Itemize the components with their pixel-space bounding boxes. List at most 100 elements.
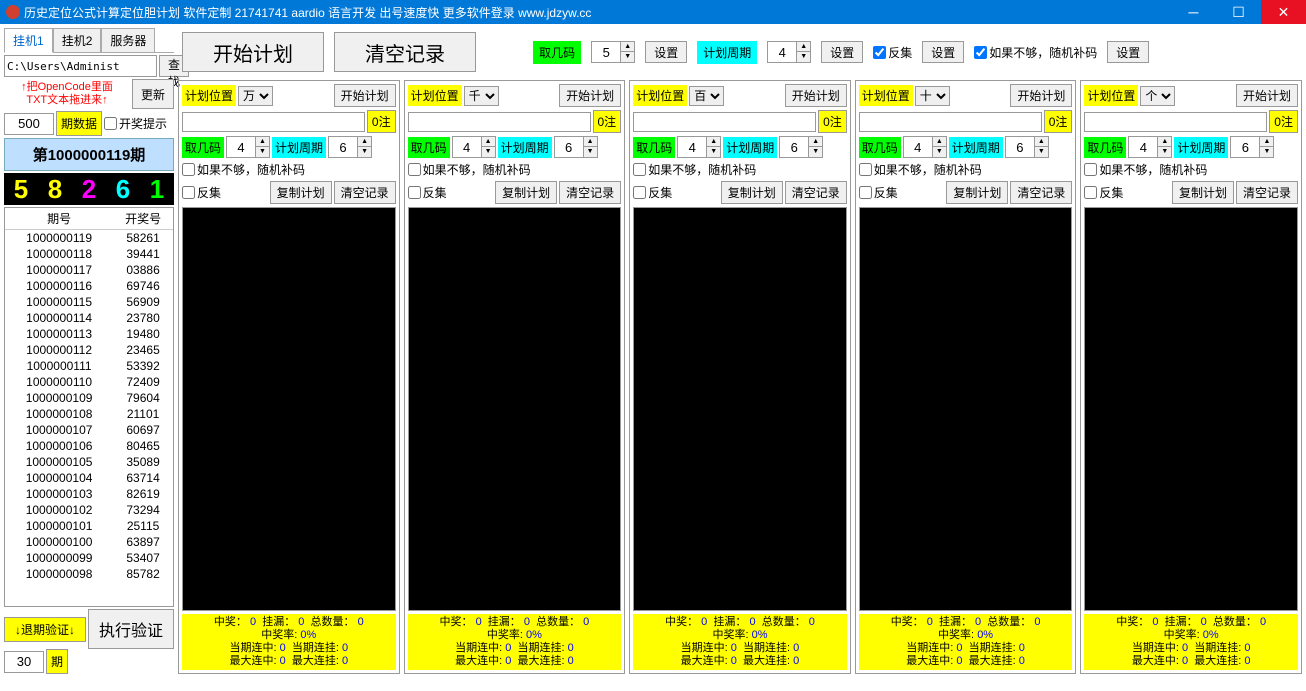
back-period-unit: 期 — [46, 649, 68, 674]
history-table[interactable]: 期号开奖号10000001195826110000001183944110000… — [4, 207, 174, 607]
table-row[interactable]: 100000010979604 — [5, 390, 173, 406]
copy-plan-button[interactable]: 复制计划 — [1172, 181, 1234, 204]
pos-select[interactable]: 个 — [1140, 86, 1175, 106]
table-row[interactable]: 100000010463714 — [5, 470, 173, 486]
col-inverse-checkbox[interactable]: 反集 — [182, 184, 221, 201]
exec-verify-button[interactable]: 执行验证 — [88, 609, 174, 649]
close-button[interactable]: ✕ — [1261, 0, 1306, 24]
col-random-checkbox[interactable]: 如果不够，随机补码 — [182, 161, 305, 178]
col-start-button[interactable]: 开始计划 — [1236, 84, 1298, 107]
table-row[interactable]: 100000011958261 — [5, 230, 173, 247]
path-input[interactable] — [4, 55, 157, 77]
table-row[interactable]: 100000011423780 — [5, 310, 173, 326]
col-start-button[interactable]: 开始计划 — [334, 84, 396, 107]
pos-select[interactable]: 千 — [464, 86, 499, 106]
table-row[interactable]: 100000011556909 — [5, 294, 173, 310]
col-random-checkbox[interactable]: 如果不够，随机补码 — [633, 161, 756, 178]
col-inverse-checkbox[interactable]: 反集 — [859, 184, 898, 201]
random-fill-checkbox[interactable]: 如果不够，随机补码 — [974, 44, 1097, 61]
table-row[interactable]: 100000010760697 — [5, 422, 173, 438]
col-cycle-label: 计划周期 — [723, 137, 777, 158]
period-count-input[interactable] — [4, 113, 54, 135]
col-inverse-checkbox[interactable]: 反集 — [1084, 184, 1123, 201]
pos-select[interactable]: 十 — [915, 86, 950, 106]
stats-area: 中奖： 0 挂漏： 0 总数量： 0中奖率: 0%当期连中: 0 当期连挂: 0… — [408, 614, 622, 670]
table-row[interactable]: 100000011319480 — [5, 326, 173, 342]
table-row[interactable]: 100000010273294 — [5, 502, 173, 518]
zero-note: 0注 — [367, 110, 396, 133]
pos-label: 计划位置 — [859, 85, 913, 106]
table-row[interactable]: 100000011839441 — [5, 246, 173, 262]
table-row[interactable]: 100000010063897 — [5, 534, 173, 550]
plan-input[interactable] — [182, 112, 365, 132]
col-clear-button[interactable]: 清空记录 — [1010, 181, 1072, 204]
cycle-spinner[interactable]: ▲▼ — [767, 41, 811, 63]
plan-output-area — [633, 207, 847, 611]
col-start-button[interactable]: 开始计划 — [1010, 84, 1072, 107]
table-row[interactable]: 100000011669746 — [5, 278, 173, 294]
col-random-checkbox[interactable]: 如果不够，随机补码 — [859, 161, 982, 178]
col-clear-button[interactable]: 清空记录 — [1236, 181, 1298, 204]
set-random-button[interactable]: 设置 — [1107, 41, 1149, 63]
col-pick-spinner[interactable]: ▲▼ — [903, 136, 947, 158]
pick-code-spinner[interactable]: ▲▼ — [591, 41, 635, 63]
copy-plan-button[interactable]: 复制计划 — [946, 181, 1008, 204]
draw-digits: 58261 — [4, 173, 174, 205]
back-period-input[interactable] — [4, 651, 44, 673]
copy-plan-button[interactable]: 复制计划 — [270, 181, 332, 204]
set-cycle-button[interactable]: 设置 — [821, 41, 863, 63]
maximize-button[interactable]: ☐ — [1216, 0, 1261, 24]
col-clear-button[interactable]: 清空记录 — [334, 181, 396, 204]
table-row[interactable]: 100000011223465 — [5, 342, 173, 358]
update-button[interactable]: 更新 — [132, 79, 174, 109]
inverse-checkbox[interactable]: 反集 — [873, 44, 912, 61]
col-cycle-spinner[interactable]: ▲▼ — [328, 136, 372, 158]
table-row[interactable]: 100000010125115 — [5, 518, 173, 534]
col-clear-button[interactable]: 清空记录 — [785, 181, 847, 204]
stats-area: 中奖： 0 挂漏： 0 总数量： 0中奖率: 0%当期连中: 0 当期连挂: 0… — [859, 614, 1073, 670]
col-start-button[interactable]: 开始计划 — [559, 84, 621, 107]
col-pick-spinner[interactable]: ▲▼ — [452, 136, 496, 158]
col-pick-spinner[interactable]: ▲▼ — [1128, 136, 1172, 158]
set-inverse-button[interactable]: 设置 — [922, 41, 964, 63]
plan-input[interactable] — [859, 112, 1042, 132]
col-inverse-checkbox[interactable]: 反集 — [408, 184, 447, 201]
tab-1[interactable]: 挂机2 — [53, 28, 102, 52]
col-pick-spinner[interactable]: ▲▼ — [677, 136, 721, 158]
col-clear-button[interactable]: 清空记录 — [559, 181, 621, 204]
table-row[interactable]: 100000011153392 — [5, 358, 173, 374]
table-row[interactable]: 100000009953407 — [5, 550, 173, 566]
pos-select[interactable]: 万 — [238, 86, 273, 106]
tab-2[interactable]: 服务器 — [101, 28, 155, 52]
plan-input[interactable] — [408, 112, 591, 132]
table-row[interactable]: 100000010382619 — [5, 486, 173, 502]
drag-hint: ↑把OpenCode里面TXT文本拖进来↑ — [4, 79, 130, 109]
table-row[interactable]: 100000011703886 — [5, 262, 173, 278]
table-row[interactable]: 100000011072409 — [5, 374, 173, 390]
col-random-checkbox[interactable]: 如果不够，随机补码 — [1084, 161, 1207, 178]
plan-column-十: 计划位置十开始计划0注取几码▲▼计划周期▲▼如果不够，随机补码反集复制计划清空记… — [855, 80, 1077, 674]
table-row[interactable]: 100000010535089 — [5, 454, 173, 470]
copy-plan-button[interactable]: 复制计划 — [495, 181, 557, 204]
plan-input[interactable] — [1084, 112, 1267, 132]
minimize-button[interactable]: ─ — [1171, 0, 1216, 24]
col-cycle-spinner[interactable]: ▲▼ — [1005, 136, 1049, 158]
col-random-checkbox[interactable]: 如果不够，随机补码 — [408, 161, 531, 178]
col-cycle-spinner[interactable]: ▲▼ — [1230, 136, 1274, 158]
set-pick-button[interactable]: 设置 — [645, 41, 687, 63]
start-plan-button[interactable]: 开始计划 — [182, 32, 324, 72]
col-pick-spinner[interactable]: ▲▼ — [226, 136, 270, 158]
col-cycle-spinner[interactable]: ▲▼ — [554, 136, 598, 158]
table-row[interactable]: 100000010821101 — [5, 406, 173, 422]
plan-input[interactable] — [633, 112, 816, 132]
col-start-button[interactable]: 开始计划 — [785, 84, 847, 107]
pos-select[interactable]: 百 — [689, 86, 724, 106]
col-cycle-spinner[interactable]: ▲▼ — [779, 136, 823, 158]
tab-0[interactable]: 挂机1 — [4, 28, 53, 53]
draw-hint-checkbox[interactable]: 开奖提示 — [104, 115, 167, 132]
table-row[interactable]: 100000010680465 — [5, 438, 173, 454]
col-inverse-checkbox[interactable]: 反集 — [633, 184, 672, 201]
table-row[interactable]: 100000009885782 — [5, 566, 173, 582]
copy-plan-button[interactable]: 复制计划 — [721, 181, 783, 204]
clear-log-button[interactable]: 清空记录 — [334, 32, 476, 72]
